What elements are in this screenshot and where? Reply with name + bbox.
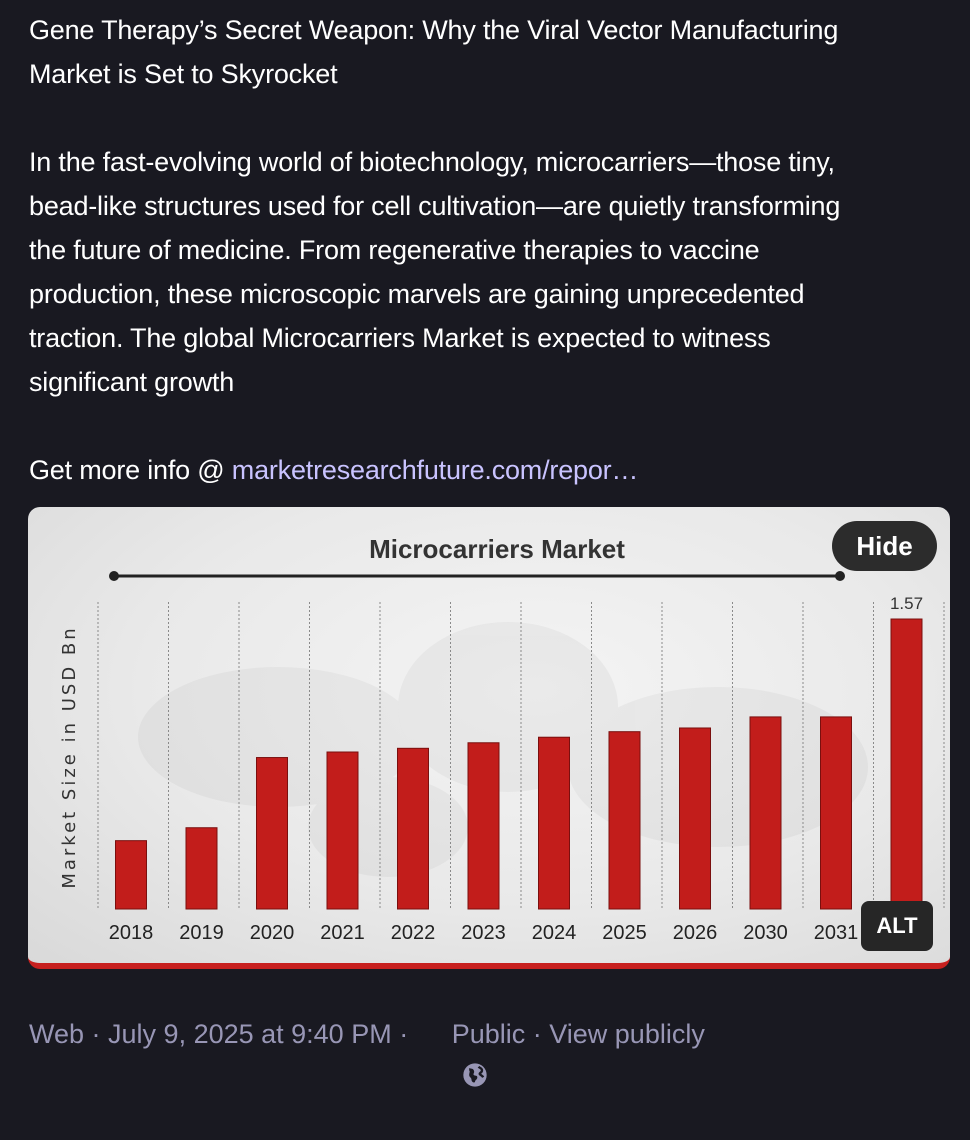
- bar-2024: [538, 736, 570, 910]
- bar-2025: [608, 731, 641, 910]
- post: Gene Therapy’s Secret Weapon: Why the Vi…: [28, 8, 954, 1087]
- x-tick-label: 2023: [461, 922, 506, 944]
- x-tick-label: 2026: [673, 922, 718, 944]
- meta-separator: ·: [525, 1019, 550, 1049]
- post-timestamp[interactable]: July 9, 2025 at 9:40 PM: [108, 1019, 392, 1049]
- bar-2032: [890, 618, 923, 910]
- globe-icon: [416, 1020, 487, 1087]
- title-rule-right-dot: [835, 571, 845, 581]
- post-body-line-4: production, these microscopic marvels ar…: [29, 279, 805, 309]
- hide-media-button[interactable]: Hide: [832, 521, 937, 571]
- post-body-line-3: the future of medicine. From regenerativ…: [29, 235, 760, 265]
- post-text: Gene Therapy’s Secret Weapon: Why the Vi…: [29, 8, 954, 492]
- view-publicly-link[interactable]: View publicly: [549, 1019, 705, 1049]
- data-label: 1.57: [890, 594, 923, 613]
- post-title-line-2: Market is Set to Skyrocket: [29, 59, 338, 89]
- x-tick-label: 2021: [320, 922, 365, 944]
- bar-2030: [749, 716, 782, 910]
- info-prefix: Get more info @: [29, 455, 232, 485]
- bar-2031: [820, 716, 852, 910]
- post-title-line-1: Gene Therapy’s Secret Weapon: Why the Vi…: [29, 15, 839, 45]
- x-tick-label: 2025: [602, 922, 647, 944]
- x-tick-label: 2031: [814, 922, 859, 944]
- post-visibility: Public: [451, 1019, 526, 1049]
- y-axis-label: Market Size in USD Bn: [59, 625, 80, 888]
- x-tick-label: 2024: [532, 922, 577, 944]
- post-meta: Web · July 9, 2025 at 9:40 PM · Public ·…: [29, 1014, 705, 1087]
- bars: [115, 618, 923, 910]
- bar-2022: [397, 747, 429, 910]
- x-tick-label: 2022: [391, 922, 436, 944]
- data-labels: 1.57: [890, 594, 923, 613]
- x-tick-labels: 2018 2019 2020 2021 2022 2023 2024 2025 2026 2030…: [109, 922, 929, 944]
- meta-separator: ·: [84, 1019, 109, 1049]
- bar-2023: [467, 742, 500, 910]
- alt-text-button[interactable]: ALT: [861, 901, 933, 951]
- title-rule-left-dot: [109, 571, 119, 581]
- info-line: Get more info @ marketresearchfuture.com…: [29, 448, 954, 492]
- bar-2021: [326, 751, 359, 910]
- post-body-line-6: significant growth: [29, 367, 235, 397]
- info-link[interactable]: marketresearchfuture.com/repor…: [231, 455, 639, 485]
- x-tick-label: 2030: [743, 922, 788, 944]
- x-tick-label: 2019: [179, 922, 224, 944]
- chart-title: Microcarriers Market: [369, 534, 625, 564]
- post-body-line-1: In the fast-evolving world of biotechnol…: [29, 147, 835, 177]
- x-tick-label: 2018: [109, 922, 154, 944]
- grid-lines: [97, 602, 945, 909]
- bar-2020: [256, 757, 288, 910]
- media-image[interactable]: Microcarriers Market Market Size in USD …: [28, 507, 950, 969]
- post-body-line-2: bead-like structures used for cell culti…: [29, 191, 841, 221]
- bar-2018: [115, 840, 147, 910]
- bar-chart: Microcarriers Market Market Size in USD …: [59, 534, 945, 944]
- bar-2026: [679, 727, 711, 910]
- bar-2019: [185, 827, 218, 910]
- meta-separator: ·: [391, 1019, 416, 1049]
- post-body-line-5: traction. The global Microcarriers Marke…: [29, 323, 771, 353]
- x-tick-label: 2020: [250, 922, 295, 944]
- post-source: Web: [29, 1019, 85, 1049]
